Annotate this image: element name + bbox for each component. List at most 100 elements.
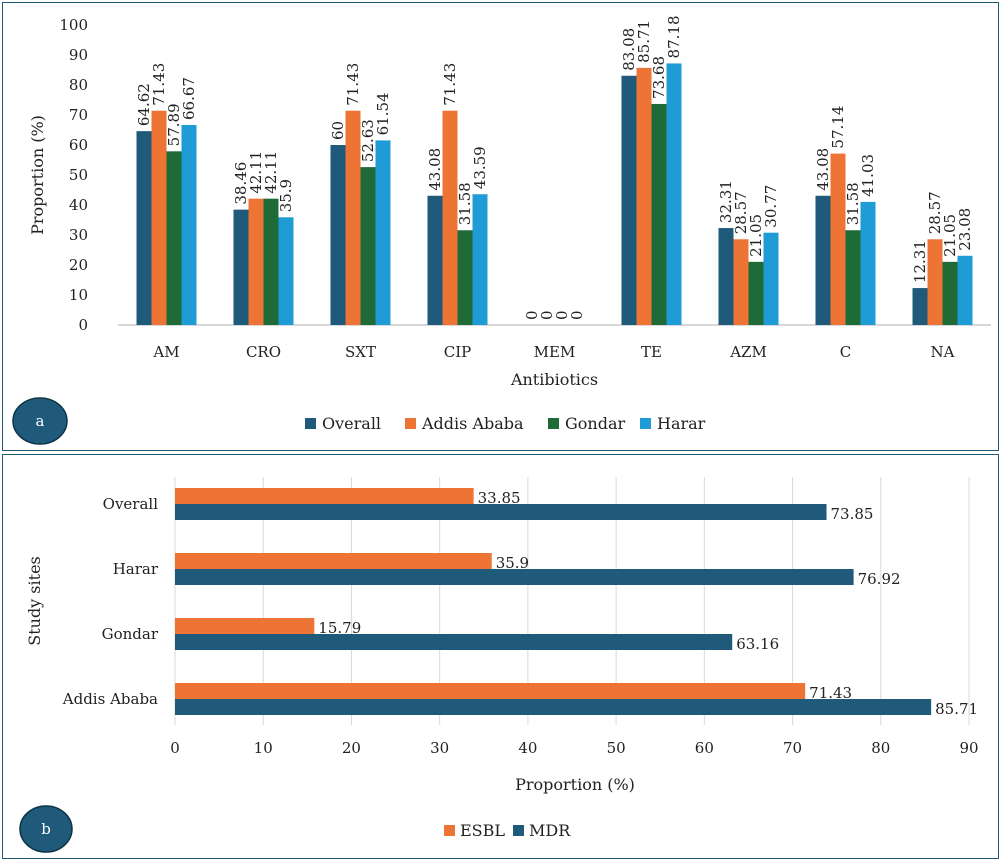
x-tick-label: 30 (430, 739, 449, 757)
x-tick-label-am: AM (152, 343, 179, 361)
y-tick-label: 80 (69, 76, 88, 94)
data-label-gondar-cip: 31.58 (456, 182, 474, 225)
legend-label-harar: Harar (657, 414, 706, 433)
legend-swatch-addis-ababa (405, 418, 416, 429)
data-label-gondar-mem: 0 (553, 310, 571, 320)
bar-gondar-c (845, 230, 861, 325)
y-tick-label: 40 (69, 196, 88, 214)
bar-mdr-harar (175, 569, 854, 585)
y-tick-label: 90 (69, 46, 88, 64)
x-tick-label-c: C (840, 343, 851, 361)
bar-harar-azm (763, 232, 779, 325)
data-label-esbl-addis-ababa: 71.43 (809, 684, 852, 702)
data-label-gondar-cro: 42.11 (262, 151, 280, 194)
data-label-overall-cro: 38.46 (232, 162, 250, 205)
bar-overall-na (912, 288, 928, 325)
data-label-esbl-overall: 33.85 (478, 489, 521, 507)
data-label-esbl-harar: 35.9 (496, 554, 529, 572)
y-tick-label-overall: Overall (103, 495, 159, 513)
data-label-addis-ababa-azm: 28.57 (732, 191, 750, 234)
data-label-gondar-na: 21.05 (941, 214, 959, 257)
data-label-harar-am: 66.67 (180, 77, 198, 120)
panel-b: 0 10 20 30 40 50 60 70 80 90 Study sites Overall 33.… (2, 454, 999, 859)
x-tick-label-azm: AZM (729, 343, 767, 361)
x-tick-label-mem: MEM (534, 343, 576, 361)
y-tick-label-addis-ababa: Addis Ababa (62, 690, 158, 708)
x-tick-label: 60 (695, 739, 714, 757)
data-label-harar-sxt: 61.54 (374, 92, 392, 135)
y-tick-label: 20 (69, 256, 88, 274)
bar-overall-cip (427, 195, 443, 325)
bar-harar-te (666, 63, 682, 326)
panel-badge-label: b (41, 820, 51, 838)
data-label-addis-ababa-na: 28.57 (926, 191, 944, 234)
bar-harar-cro (278, 217, 294, 325)
bar-addis-ababa-sxt (345, 110, 361, 326)
panel-badge (12, 397, 68, 445)
y-tick-label: 30 (69, 226, 88, 244)
x-tick-label: 50 (607, 739, 626, 757)
x-tick-label: 70 (783, 739, 802, 757)
data-label-overall-sxt: 60 (329, 121, 347, 140)
bar-esbl-gondar (175, 618, 315, 634)
bar-gondar-sxt (360, 167, 376, 325)
legend-swatch-overall (305, 418, 316, 429)
x-tick-label-cip: CIP (444, 343, 472, 361)
data-label-harar-c: 41.03 (859, 154, 877, 197)
legend-swatch-mdr (513, 825, 524, 836)
bar-mdr-gondar (175, 634, 733, 650)
bar-addis-ababa-azm (733, 239, 749, 325)
data-label-harar-te: 87.18 (665, 16, 683, 59)
panel-badge-label: a (36, 412, 45, 430)
bar-esbl-harar (175, 553, 492, 569)
bar-harar-cip (472, 194, 488, 325)
bar-mdr-overall (175, 504, 827, 520)
bar-gondar-cip (457, 230, 473, 325)
y-tick-label: 60 (69, 136, 88, 154)
bar-harar-na (957, 255, 973, 325)
x-tick-label: 40 (518, 739, 537, 757)
y-tick-label-gondar: Gondar (102, 625, 159, 643)
x-tick-label: 0 (170, 739, 180, 757)
y-axis-title: Study sites (25, 556, 44, 646)
bar-addis-ababa-te (636, 67, 652, 326)
data-label-addis-ababa-mem: 0 (538, 310, 556, 320)
bar-harar-am (181, 124, 197, 326)
x-tick-label-cro: CRO (246, 343, 281, 361)
y-tick-label: 100 (59, 16, 88, 34)
x-axis-title: Antibiotics (510, 370, 598, 389)
bar-overall-te (621, 75, 637, 325)
data-label-mdr-overall: 73.85 (831, 505, 874, 523)
x-tick-label: 10 (254, 739, 273, 757)
legend-swatch-harar (640, 418, 651, 429)
x-tick-label-na: NA (931, 343, 955, 361)
x-tick-label-te: TE (641, 343, 662, 361)
bar-gondar-azm (748, 261, 764, 325)
data-label-addis-ababa-cip: 71.43 (441, 63, 459, 106)
data-label-gondar-am: 57.89 (165, 103, 183, 146)
bar-addis-ababa-cip (442, 110, 458, 326)
data-label-mdr-gondar: 63.16 (736, 635, 779, 653)
bar-addis-ababa-cro (248, 198, 264, 325)
data-label-addis-ababa-cro: 42.11 (247, 151, 265, 194)
data-label-harar-cip: 43.59 (471, 146, 489, 189)
data-label-mdr-addis-ababa: 85.71 (935, 700, 978, 718)
y-tick-label: 10 (69, 286, 88, 304)
data-label-gondar-te: 73.68 (650, 56, 668, 99)
chart-a: 0 10 20 30 40 50 60 70 80 90 100 Proportion (%) AM 64… (12, 16, 991, 445)
data-label-overall-c: 43.08 (814, 148, 832, 191)
legend-label-addis-ababa: Addis Ababa (421, 414, 524, 433)
bar-addis-ababa-am (151, 110, 167, 326)
bar-esbl-overall (175, 488, 474, 504)
y-tick-label: 0 (78, 316, 88, 334)
data-label-addis-ababa-c: 57.14 (829, 106, 847, 149)
x-tick-label: 80 (871, 739, 890, 757)
legend-swatch-esbl (444, 825, 455, 836)
bar-overall-am (136, 131, 152, 325)
data-label-overall-azm: 32.31 (717, 180, 735, 223)
bar-harar-c (860, 201, 876, 325)
data-label-harar-mem: 0 (568, 310, 586, 320)
bar-esbl-addis-ababa (175, 683, 806, 699)
bar-harar-sxt (375, 140, 391, 325)
data-label-mdr-harar: 76.92 (858, 570, 901, 588)
